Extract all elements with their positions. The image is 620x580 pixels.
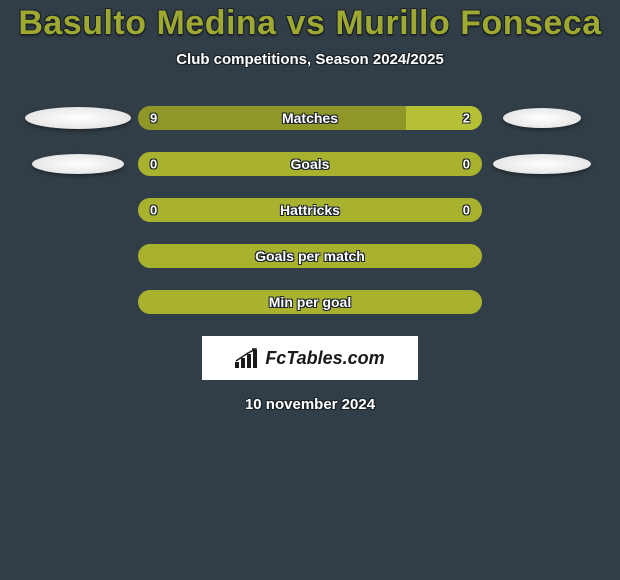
stat-bar: 0 Goals 0 [138, 152, 482, 176]
stat-row: 0 Goals 0 [0, 152, 620, 176]
ellipse-left [32, 154, 124, 174]
ellipse-right [503, 108, 581, 128]
ellipse-slot-left [18, 107, 138, 129]
ellipse-slot-right [482, 108, 602, 128]
player2-name: Murillo Fonseca [335, 4, 601, 42]
stat-row: 0 Hattricks 0 [0, 198, 620, 222]
vs-text: vs [287, 4, 326, 42]
bar-left-fill [138, 106, 406, 130]
stat-row: Min per goal [0, 290, 620, 314]
logo-box: FcTables.com [202, 336, 418, 380]
bar-label: Goals per match [255, 248, 365, 264]
bar-value-left: 0 [150, 157, 157, 172]
bar-chart-icon [235, 348, 259, 368]
stat-bar: 9 Matches 2 [138, 106, 482, 130]
bar-value-right: 2 [463, 111, 470, 126]
logo-text: FcTables.com [265, 348, 384, 369]
ellipse-right [493, 154, 591, 174]
ellipse-slot-right [482, 154, 602, 174]
player1-name: Basulto Medina [18, 4, 276, 42]
stat-bar: Min per goal [138, 290, 482, 314]
bar-right-fill [406, 106, 482, 130]
bar-label: Matches [282, 110, 338, 126]
stats-block: 9 Matches 2 0 Goals 0 0 Hattricks 0 Goals per mat… [0, 106, 620, 314]
stat-row: Goals per match [0, 244, 620, 268]
ellipse-slot-left [18, 154, 138, 174]
bar-value-left: 0 [150, 203, 157, 218]
subtitle: Club competitions, Season 2024/2025 [0, 51, 620, 68]
date-label: 10 november 2024 [0, 396, 620, 413]
bar-label: Goals [291, 156, 330, 172]
page-title: Basulto Medina vs Murillo Fonseca [0, 4, 620, 43]
bar-label: Hattricks [280, 202, 340, 218]
bar-value-right: 0 [463, 157, 470, 172]
bar-value-right: 0 [463, 203, 470, 218]
stat-row: 9 Matches 2 [0, 106, 620, 130]
bar-value-left: 9 [150, 111, 157, 126]
comparison-infographic: Basulto Medina vs Murillo Fonseca Club c… [0, 0, 620, 580]
ellipse-left [25, 107, 131, 129]
stat-bar: Goals per match [138, 244, 482, 268]
bar-label: Min per goal [269, 294, 351, 310]
stat-bar: 0 Hattricks 0 [138, 198, 482, 222]
